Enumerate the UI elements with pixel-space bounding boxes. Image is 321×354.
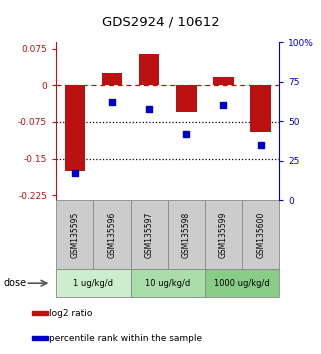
Bar — [139, 54, 159, 85]
Text: GSM135600: GSM135600 — [256, 211, 265, 258]
Text: 1000 ug/kg/d: 1000 ug/kg/d — [214, 279, 270, 288]
Text: GSM135597: GSM135597 — [145, 211, 154, 258]
Text: GSM135595: GSM135595 — [70, 211, 79, 258]
FancyBboxPatch shape — [131, 269, 205, 297]
FancyBboxPatch shape — [131, 200, 168, 269]
Point — [72, 170, 77, 176]
Point — [184, 131, 189, 137]
Text: percentile rank within the sample: percentile rank within the sample — [49, 333, 202, 343]
Text: 10 ug/kg/d: 10 ug/kg/d — [145, 279, 190, 288]
FancyBboxPatch shape — [93, 200, 131, 269]
Point — [147, 106, 152, 112]
Bar — [213, 76, 234, 85]
Text: dose: dose — [3, 278, 26, 288]
Point — [109, 99, 115, 105]
Bar — [32, 311, 48, 315]
Text: log2 ratio: log2 ratio — [49, 309, 92, 318]
Bar — [250, 85, 271, 132]
Bar — [32, 336, 48, 340]
FancyBboxPatch shape — [242, 200, 279, 269]
FancyBboxPatch shape — [56, 200, 93, 269]
FancyBboxPatch shape — [56, 269, 131, 297]
FancyBboxPatch shape — [168, 200, 205, 269]
Bar — [65, 85, 85, 171]
FancyBboxPatch shape — [205, 200, 242, 269]
Bar — [176, 85, 196, 112]
Point — [258, 142, 263, 148]
Text: GDS2924 / 10612: GDS2924 / 10612 — [102, 16, 219, 29]
Text: GSM135598: GSM135598 — [182, 211, 191, 258]
FancyBboxPatch shape — [205, 269, 279, 297]
Point — [221, 103, 226, 108]
Text: GSM135596: GSM135596 — [108, 211, 117, 258]
Text: 1 ug/kg/d: 1 ug/kg/d — [74, 279, 113, 288]
Text: GSM135599: GSM135599 — [219, 211, 228, 258]
Bar — [102, 73, 122, 85]
